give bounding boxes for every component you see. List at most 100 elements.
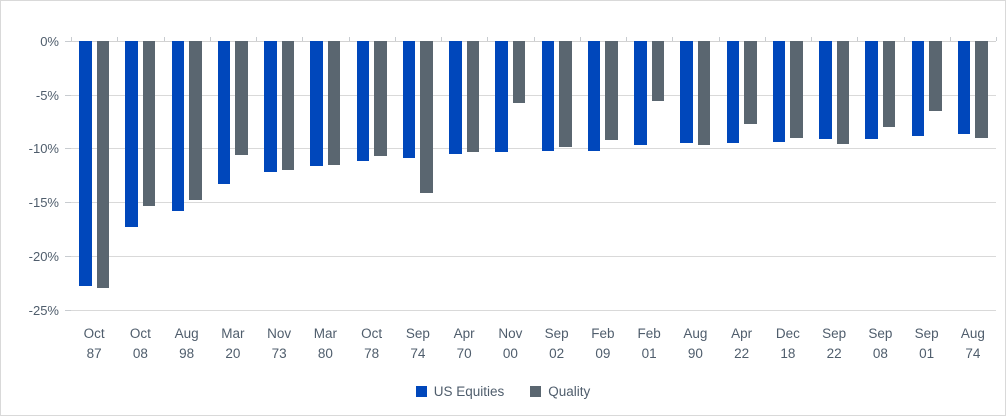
- x-axis-category-label: Mar 20: [221, 326, 245, 361]
- bar-us-equities: [402, 41, 416, 159]
- bar-quality: [882, 41, 896, 127]
- y-axis-tick: [65, 41, 71, 42]
- x-axis-category-label: Nov 73: [267, 326, 292, 361]
- x-axis-tick: [626, 37, 627, 41]
- bar-quality: [790, 41, 803, 138]
- y-axis-label: -20%: [28, 248, 59, 264]
- x-axis-tick: [764, 37, 766, 41]
- x-axis-tick: [302, 37, 304, 41]
- y-axis-tick: [65, 148, 71, 150]
- x-axis-tick: [487, 37, 489, 41]
- x-axis-category-label: Sep 08: [868, 326, 893, 361]
- quality-swatch-icon: [530, 386, 542, 397]
- bar-quality: [744, 41, 757, 124]
- bar-quality: [836, 41, 850, 145]
- bar-us-equities: [495, 41, 508, 152]
- x-axis-tick: [441, 37, 442, 41]
- bar-us-equities: [587, 41, 601, 151]
- x-axis-category-label: Sep 02: [544, 326, 569, 361]
- bar-quality: [605, 41, 618, 140]
- us-equities-swatch-icon: [415, 386, 427, 397]
- x-axis-line: [71, 41, 996, 42]
- gridline: [71, 202, 996, 204]
- bar-us-equities: [726, 41, 740, 144]
- bar-us-equities: [957, 41, 971, 135]
- x-axis-tick: [903, 37, 905, 41]
- y-axis-label: -10%: [28, 141, 59, 157]
- legend-label-quality: Quality: [548, 384, 591, 399]
- bar-quality: [96, 41, 110, 289]
- bar-quality: [512, 41, 526, 104]
- x-axis-category-label: Sep 74: [405, 326, 430, 361]
- x-axis-category-label: Aug 74: [960, 326, 985, 361]
- bar-us-equities: [449, 41, 462, 154]
- gridline: [71, 148, 996, 150]
- y-axis-label: 0%: [40, 34, 59, 49]
- x-axis-tick: [672, 37, 674, 41]
- bar-us-equities: [680, 41, 693, 144]
- x-axis-tick: [163, 37, 165, 41]
- x-axis-tick: [533, 37, 535, 41]
- legend-item-quality: Quality: [530, 384, 590, 399]
- bar-quality: [327, 41, 341, 165]
- x-axis-tick: [996, 37, 997, 41]
- bar-us-equities: [634, 41, 647, 146]
- x-axis-tick: [579, 37, 581, 41]
- x-axis-category-label: Mar 80: [313, 326, 337, 361]
- legend-item-us-equities: US Equities: [415, 384, 505, 399]
- x-axis-category-label: Oct 08: [129, 326, 151, 361]
- x-axis-tick: [718, 37, 720, 41]
- legend: US Equities Quality: [1, 384, 1005, 399]
- bar-us-equities: [171, 41, 185, 211]
- x-axis-tick: [949, 37, 951, 41]
- bar-us-equities: [772, 41, 786, 142]
- x-axis-tick: [394, 37, 396, 41]
- bar-quality: [142, 41, 156, 207]
- x-axis-category-label: Nov 00: [498, 326, 523, 361]
- x-axis-tick: [857, 37, 859, 41]
- bar-quality: [559, 41, 572, 148]
- x-axis-category-label: Oct 87: [83, 326, 105, 361]
- bar-quality: [466, 41, 480, 152]
- bar-quality: [189, 41, 202, 201]
- x-axis-category-label: Dec 18: [775, 326, 800, 361]
- y-axis-tick: [65, 255, 71, 257]
- y-axis-label: -25%: [28, 302, 59, 318]
- legend-label-us-equities: US Equities: [433, 384, 505, 399]
- bar-us-equities: [79, 41, 92, 286]
- bar-quality: [929, 41, 942, 111]
- bar-quality: [235, 41, 248, 155]
- y-axis-tick: [65, 309, 71, 311]
- bar-us-equities: [264, 41, 277, 173]
- bar-quality: [651, 41, 665, 102]
- y-axis-tick: [65, 202, 71, 204]
- x-axis-category-label: Feb 09: [591, 326, 615, 361]
- y-axis-tick: [65, 94, 71, 96]
- x-axis-category-label: Apr 22: [731, 326, 753, 361]
- y-axis-label: -5%: [35, 87, 59, 103]
- gridline: [71, 255, 996, 257]
- bar-quality: [281, 41, 295, 170]
- bar-quality: [420, 41, 433, 193]
- x-axis-category-label: Apr 70: [453, 326, 475, 361]
- x-axis-category-label: Sep 01: [914, 326, 939, 361]
- bar-quality: [374, 41, 387, 156]
- gridline: [71, 309, 996, 311]
- bar-us-equities: [310, 41, 323, 166]
- bar-us-equities: [356, 41, 370, 162]
- y-axis-label: -15%: [28, 195, 59, 211]
- bar-us-equities: [541, 41, 555, 151]
- bar-quality: [697, 41, 711, 146]
- x-axis-tick: [117, 37, 119, 41]
- bar-us-equities: [819, 41, 832, 139]
- x-axis-category-label: Aug 98: [174, 326, 199, 361]
- x-axis-tick: [811, 37, 812, 41]
- x-axis-category-label: Feb 01: [637, 326, 661, 361]
- x-axis-tick: [209, 37, 211, 41]
- bar-us-equities: [865, 41, 878, 139]
- x-axis-category-label: Oct 78: [361, 326, 383, 361]
- x-axis-tick: [256, 37, 257, 41]
- gridline: [71, 94, 996, 96]
- x-axis-category-label: Aug 90: [683, 326, 708, 361]
